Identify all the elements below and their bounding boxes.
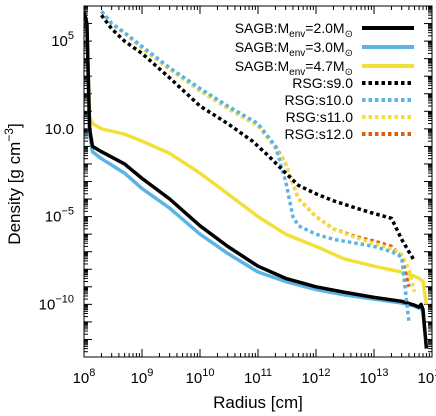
y-tick-label: 105 bbox=[51, 30, 74, 50]
y-axis-label: Density [g cm−3] bbox=[2, 123, 24, 244]
legend-label: RSG:s11.0 bbox=[286, 109, 354, 125]
series-line-rsg-s10-04 bbox=[100, 10, 411, 323]
series-line-rsg-s9-03 bbox=[100, 14, 416, 262]
y-axis-label-main: Density [g cm bbox=[5, 142, 24, 245]
x-tick-label: 1014 bbox=[418, 367, 436, 387]
y-tick-label: 10−5 bbox=[45, 206, 74, 226]
legend-label: RSG:s10.0 bbox=[285, 92, 354, 108]
x-tick-label: 1010 bbox=[186, 367, 215, 387]
series-line-sagb-m0 bbox=[84, 10, 429, 349]
x-tick-label: 109 bbox=[131, 367, 154, 387]
legend-label: RSG:s9.0 bbox=[292, 75, 353, 91]
legend-label: RSG:s12.0 bbox=[285, 126, 354, 142]
tick-labels: 108 109 1010 1011 1012 1013 1014 105 10.0 10−5 10−… bbox=[39, 30, 436, 387]
legend-label: SAGB:Menv=3.0M⊙ bbox=[235, 39, 353, 59]
x-tick-label: 1013 bbox=[360, 367, 389, 387]
legend-label: SAGB:Menv=2.0M⊙ bbox=[235, 20, 353, 40]
series-line-sagb-m2 bbox=[84, 10, 429, 305]
x-axis-label: Radius [cm] bbox=[213, 393, 303, 412]
x-tick-label: 108 bbox=[73, 367, 96, 387]
series-layer bbox=[84, 10, 429, 349]
legend-label: SAGB:Menv=4.7M⊙ bbox=[235, 58, 353, 78]
series-line-rsg-s12-06 bbox=[100, 10, 411, 288]
y-axis-label-close: ] bbox=[5, 123, 24, 128]
y-tick-label: 10.0 bbox=[45, 121, 74, 138]
axis-ticks bbox=[83, 5, 433, 358]
x-tick-label: 1011 bbox=[244, 367, 272, 387]
y-tick-label: 10−10 bbox=[39, 293, 74, 313]
x-tick-label: 1012 bbox=[302, 367, 331, 387]
legend: SAGB:Menv=2.0M⊙SAGB:Menv=3.0M⊙SAGB:Menv=… bbox=[235, 20, 414, 142]
y-axis-label-exp: −3 bbox=[2, 128, 16, 142]
